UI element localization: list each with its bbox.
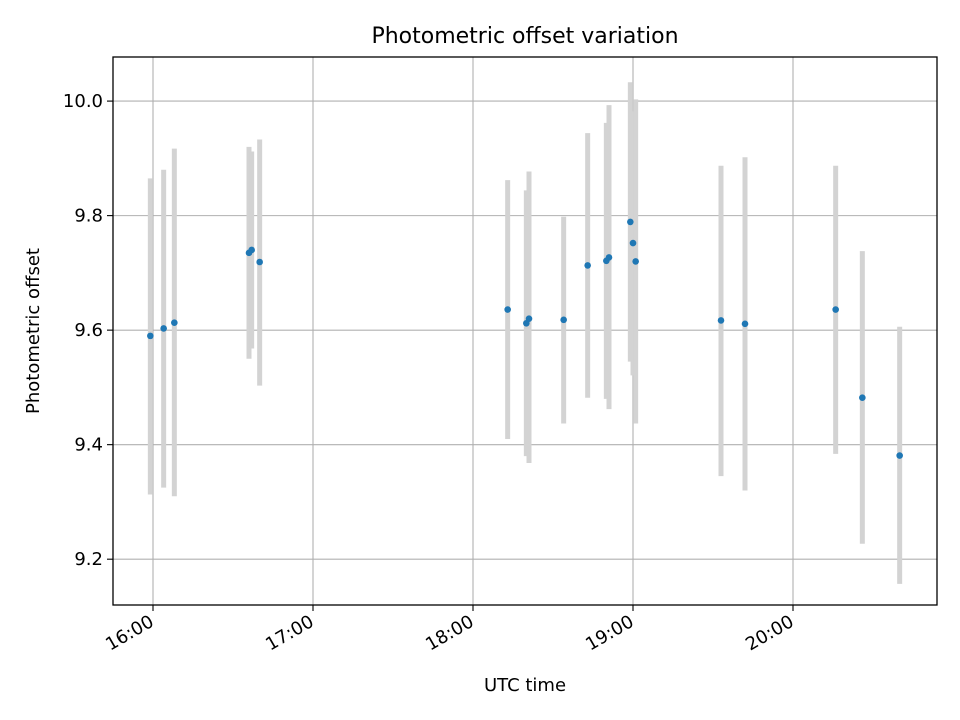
data-point [584,262,591,269]
plot-area-frame [112,56,938,606]
chart-title: Photometric offset variation [371,24,678,49]
y-tick-label: 9.6 [74,320,103,341]
data-point [896,452,903,459]
data-point [627,218,634,226]
data-point [256,258,263,266]
data-point [147,332,154,340]
y-tick-label: 9.8 [74,206,103,227]
data-point [248,246,255,254]
data-point [504,306,511,313]
data-markers [147,218,903,459]
data-point [859,394,866,402]
y-tick-label: 9.2 [74,549,103,570]
data-point [160,325,167,332]
data-point [629,239,637,247]
data-point [605,254,613,261]
y-tick-label: 10.0 [63,91,103,112]
data-point [632,258,639,265]
data-point [832,306,839,313]
x-axis-label: UTC time [484,675,566,696]
data-point [525,315,533,322]
y-axis-ticks: 9.2 9.4 9.6 9.8 10.0 [63,91,113,570]
data-point [171,319,178,326]
data-point [741,320,749,328]
data-point [717,317,725,324]
data-point [560,316,567,324]
y-axis-label: Photometric offset [23,248,44,414]
y-tick-label: 9.4 [74,435,103,456]
